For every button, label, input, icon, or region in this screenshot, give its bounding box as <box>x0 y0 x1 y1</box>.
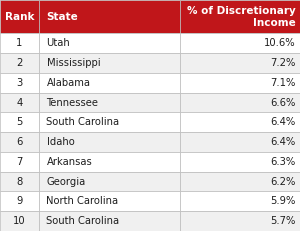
Bar <box>39 73 180 93</box>
Text: North Carolina: North Carolina <box>46 196 118 206</box>
Bar <box>0 112 39 132</box>
Text: 6.4%: 6.4% <box>270 117 296 127</box>
Bar <box>180 0 300 33</box>
Text: 5: 5 <box>16 117 23 127</box>
Bar <box>180 112 300 132</box>
Text: 5.7%: 5.7% <box>270 216 296 226</box>
Text: Idaho: Idaho <box>46 137 74 147</box>
Text: South Carolina: South Carolina <box>46 216 120 226</box>
Bar <box>39 191 180 211</box>
Text: 5.9%: 5.9% <box>270 196 296 206</box>
Text: Rank: Rank <box>5 12 34 22</box>
Text: 7.1%: 7.1% <box>270 78 296 88</box>
Bar <box>39 152 180 172</box>
Text: 2: 2 <box>16 58 23 68</box>
Text: Mississippi: Mississippi <box>46 58 100 68</box>
Text: Georgia: Georgia <box>46 177 86 187</box>
Text: Utah: Utah <box>46 38 70 48</box>
Bar <box>0 132 39 152</box>
Text: 4: 4 <box>16 98 22 108</box>
Bar <box>0 33 39 53</box>
Bar <box>39 93 180 112</box>
Text: 10.6%: 10.6% <box>264 38 296 48</box>
Text: 6.6%: 6.6% <box>270 98 296 108</box>
Text: Alabama: Alabama <box>46 78 91 88</box>
Bar <box>0 53 39 73</box>
Bar <box>0 152 39 172</box>
Bar <box>0 73 39 93</box>
Text: 10: 10 <box>13 216 26 226</box>
Bar <box>0 172 39 191</box>
Bar <box>39 132 180 152</box>
Bar <box>39 0 180 33</box>
Bar <box>0 0 39 33</box>
Text: 9: 9 <box>16 196 23 206</box>
Text: State: State <box>46 12 78 22</box>
Bar <box>180 211 300 231</box>
Text: % of Discretionary
Income: % of Discretionary Income <box>187 6 296 27</box>
Bar <box>180 132 300 152</box>
Text: Tennessee: Tennessee <box>46 98 98 108</box>
Text: 7: 7 <box>16 157 23 167</box>
Bar <box>180 73 300 93</box>
Bar <box>39 33 180 53</box>
Text: 6.2%: 6.2% <box>270 177 296 187</box>
Bar <box>180 33 300 53</box>
Bar <box>180 191 300 211</box>
Bar <box>39 53 180 73</box>
Bar <box>39 172 180 191</box>
Bar <box>180 93 300 112</box>
Text: 8: 8 <box>16 177 22 187</box>
Bar <box>39 112 180 132</box>
Text: 1: 1 <box>16 38 23 48</box>
Bar <box>180 53 300 73</box>
Bar <box>0 93 39 112</box>
Text: Arkansas: Arkansas <box>46 157 92 167</box>
Text: 7.2%: 7.2% <box>270 58 296 68</box>
Bar <box>0 211 39 231</box>
Bar <box>180 152 300 172</box>
Text: 6.4%: 6.4% <box>270 137 296 147</box>
Text: South Carolina: South Carolina <box>46 117 120 127</box>
Text: 3: 3 <box>16 78 22 88</box>
Text: 6: 6 <box>16 137 23 147</box>
Bar <box>0 191 39 211</box>
Bar <box>39 211 180 231</box>
Text: 6.3%: 6.3% <box>270 157 296 167</box>
Bar <box>180 172 300 191</box>
